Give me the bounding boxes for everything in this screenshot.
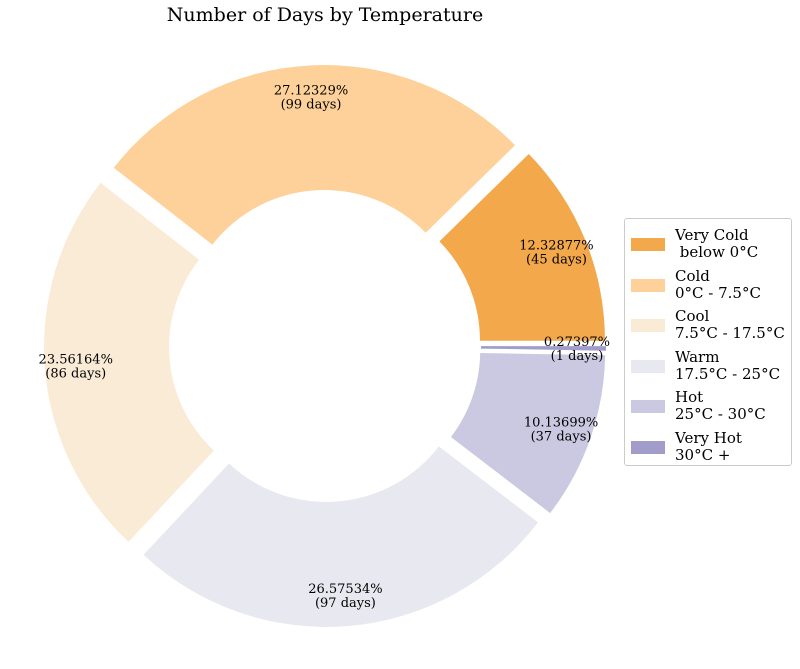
slice-percent-label: 26.57534% xyxy=(308,582,382,597)
legend-swatch xyxy=(631,440,665,454)
slice-days-label: (86 days) xyxy=(45,366,106,381)
legend: Very Cold below 0°C Cold 0°C - 7.5°C Cool … xyxy=(624,218,792,466)
slice-percent-label: 23.56164% xyxy=(39,352,113,367)
legend-swatch xyxy=(631,319,665,332)
legend-swatch xyxy=(631,238,665,251)
slice-percent-label: 0.27397% xyxy=(544,335,610,350)
legend-label: Cold 0°C - 7.5°C xyxy=(675,266,761,302)
slice-days-label: (1 days) xyxy=(551,349,604,364)
slice-days-label: (37 days) xyxy=(531,429,592,444)
legend-label: Warm 17.5°C - 25°C xyxy=(675,347,781,383)
legend-swatch xyxy=(631,278,665,292)
legend-label: Cool 7.5°C - 17.5°C xyxy=(675,307,785,342)
legend-swatch xyxy=(631,359,665,373)
slice-very-hot xyxy=(480,346,606,351)
slice-days-label: (45 days) xyxy=(526,253,587,268)
legend-label: Very Cold below 0°C xyxy=(675,226,759,261)
slice-days-label: (99 days) xyxy=(281,97,342,112)
slice-percent-label: 12.32877% xyxy=(519,239,593,254)
slice-percent-label: 27.12329% xyxy=(274,83,348,98)
slice-cold xyxy=(113,65,516,245)
slice-days-label: (97 days) xyxy=(315,596,376,611)
legend-label: Very Hot 30°C + xyxy=(675,428,742,464)
legend-label: Hot 25°C - 30°C xyxy=(675,388,766,423)
legend-swatch xyxy=(631,400,665,413)
slice-percent-label: 10.13699% xyxy=(524,415,598,430)
slice-warm xyxy=(143,446,539,627)
chart-title: Number of Days by Temperature xyxy=(167,4,483,26)
slice-very-cold xyxy=(439,153,605,341)
slice-hot xyxy=(450,353,606,514)
slice-cool xyxy=(44,182,214,542)
